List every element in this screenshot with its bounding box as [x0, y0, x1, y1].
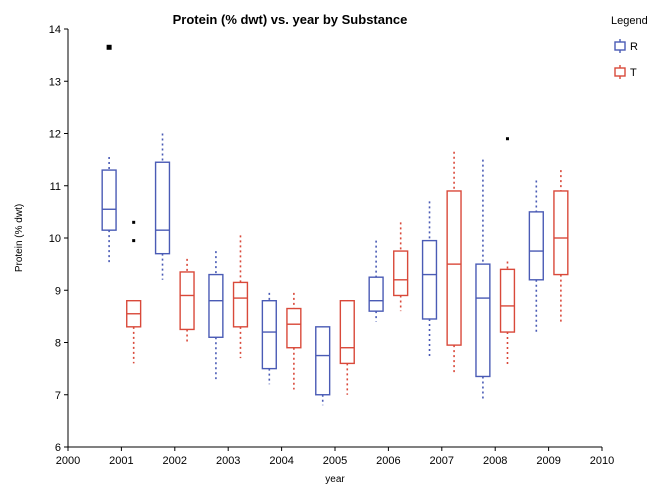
x-tick-label: 2006 [376, 455, 400, 467]
y-tick-label: 11 [50, 181, 61, 193]
box-T-2001 [126, 220, 142, 364]
x-tick-label: 2005 [323, 455, 347, 467]
box-iqr [553, 190, 569, 276]
box-iqr [475, 263, 491, 378]
y-tick-label: 9 [55, 285, 61, 297]
y-axis: 6 7 8 9 10 11 12 13 14 [49, 24, 68, 454]
x-tick-label: 2002 [163, 455, 187, 467]
legend-label: T [630, 67, 637, 79]
x-tick-label: 2004 [269, 455, 293, 467]
box-series [101, 44, 569, 406]
box-iqr [179, 271, 195, 331]
box-R-2004 [261, 292, 277, 385]
box-iqr [528, 211, 544, 281]
box-R-2008 [475, 159, 491, 400]
y-axis-title: Protein (% dwt) [14, 204, 25, 272]
legend-item-T: T [614, 65, 637, 79]
x-tick-label: 2001 [109, 455, 133, 467]
x-axis-title: year [325, 474, 345, 484]
chart-title: Protein (% dwt) vs. year by Substance [173, 12, 408, 27]
legend-label: R [630, 41, 638, 53]
x-tick-label: 2010 [590, 455, 614, 467]
plot-area [67, 29, 602, 448]
box-R-2009 [528, 180, 544, 333]
y-tick-label: 10 [49, 233, 61, 245]
box-iqr [154, 161, 171, 255]
box-R-2006 [368, 240, 384, 322]
legend: Legend R T [611, 15, 648, 79]
box-iqr [499, 268, 516, 333]
box-T-2007 [446, 151, 462, 374]
box-T-2004 [286, 292, 302, 390]
box-iqr [393, 250, 409, 297]
box-R-2001 [101, 44, 117, 265]
box-iqr [339, 300, 355, 365]
y-tick-label: 12 [49, 129, 61, 141]
box-iqr [421, 239, 438, 320]
x-tick-label: 2009 [536, 455, 560, 467]
outlier-point [132, 220, 136, 224]
box-R-2002 [154, 133, 171, 280]
box-T-2003 [232, 235, 249, 359]
box-iqr [368, 276, 384, 312]
box-iqr [208, 273, 224, 338]
box-iqr [232, 281, 249, 328]
legend-box-icon [614, 41, 626, 51]
box-iqr [101, 169, 117, 231]
x-tick-label: 2003 [216, 455, 240, 467]
box-iqr [286, 307, 302, 349]
legend-box-icon [614, 67, 626, 77]
outlier-point [505, 137, 509, 141]
y-tick-label: 14 [49, 24, 61, 36]
box-R-2003 [208, 251, 224, 380]
box-iqr [261, 300, 277, 370]
legend-item-R: R [614, 39, 638, 53]
x-tick-label: 2007 [430, 455, 454, 467]
box-T-2002 [179, 258, 195, 343]
legend-title: Legend [611, 15, 648, 27]
y-tick-label: 6 [55, 442, 61, 454]
outlier-point [106, 44, 112, 50]
box-iqr [446, 190, 462, 346]
x-axis: 2000 2001 2002 2003 2004 2005 2006 2007 2008 2009… [56, 447, 614, 467]
outlier-point [132, 239, 136, 243]
box-R-2007 [421, 201, 438, 359]
box-T-2005 [339, 300, 355, 395]
y-tick-label: 8 [55, 338, 61, 350]
box-T-2006 [393, 222, 409, 312]
y-tick-label: 13 [49, 76, 61, 88]
y-tick-label: 7 [55, 390, 61, 402]
x-tick-label: 2008 [483, 455, 507, 467]
box-iqr [315, 326, 331, 396]
box-T-2008 [499, 137, 516, 367]
box-R-2005 [315, 326, 331, 406]
box-T-2009 [553, 170, 569, 322]
x-tick-label: 2000 [56, 455, 80, 467]
